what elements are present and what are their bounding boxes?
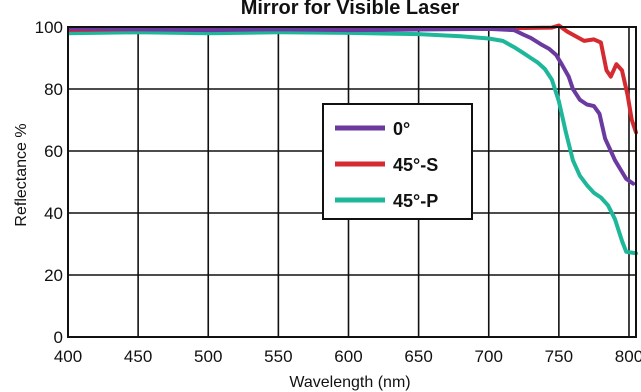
legend-label-2: 45°-P (393, 191, 438, 211)
y-tick-label-100: 100 (35, 18, 63, 37)
y-tick-label-60: 60 (44, 142, 63, 161)
x-tick-labels: 400 450 500 550 600 650 700 750 800 (54, 347, 641, 366)
x-tick-label-400: 400 (54, 347, 82, 366)
x-tick-label-450: 450 (124, 347, 152, 366)
y-tick-labels: 0 20 40 60 80 100 (35, 18, 63, 347)
x-tick-label-800: 800 (615, 347, 641, 366)
legend-label-0: 0° (393, 119, 410, 139)
legend: 0° 45°-S 45°-P (322, 103, 473, 220)
plot-frame (67, 26, 637, 338)
y-axis-label: Reflectance % (13, 123, 30, 226)
x-tick-label-550: 550 (264, 347, 292, 366)
y-tick-label-0: 0 (54, 328, 63, 347)
series-line-2 (68, 30, 638, 256)
series-line-0 (68, 26, 636, 186)
x-tick-label-500: 500 (194, 347, 222, 366)
series-lines (68, 23, 638, 256)
chart-title: Mirror for Visible Laser (241, 0, 460, 19)
x-tick-label-650: 650 (404, 347, 432, 366)
y-tick-label-20: 20 (44, 266, 63, 285)
x-tick-label-600: 600 (334, 347, 362, 366)
x-tick-label-700: 700 (475, 347, 503, 366)
y-tick-label-80: 80 (44, 80, 63, 99)
legend-label-1: 45°-S (393, 155, 438, 175)
x-axis-label: Wavelength (nm) (289, 374, 410, 391)
y-tick-label-40: 40 (44, 204, 63, 223)
x-tick-label-750: 750 (545, 347, 573, 366)
